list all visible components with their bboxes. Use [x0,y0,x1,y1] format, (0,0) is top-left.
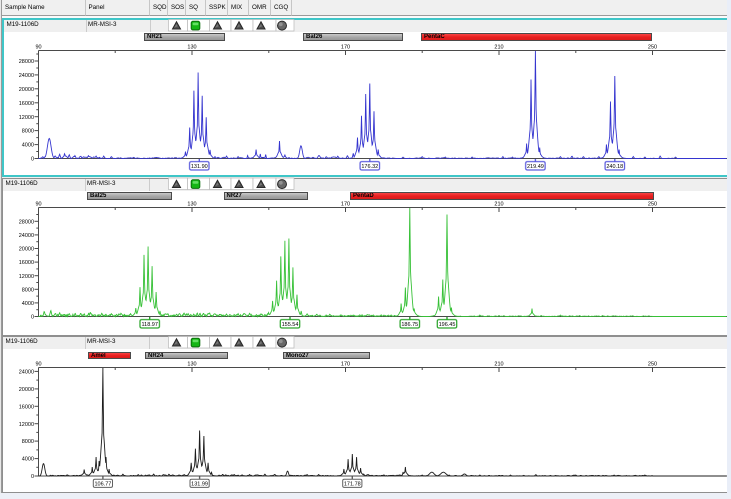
svg-text:186.75: 186.75 [401,322,418,328]
svg-text:12000: 12000 [19,115,34,121]
svg-text:8000: 8000 [22,129,34,135]
svg-text:171.78: 171.78 [344,482,361,488]
svg-text:20000: 20000 [19,387,34,393]
svg-text:8000: 8000 [22,287,34,293]
svg-text:12000: 12000 [19,422,34,428]
svg-text:16000: 16000 [19,101,34,107]
svg-text:130: 130 [187,362,196,368]
svg-text:28000: 28000 [19,219,34,225]
svg-text:90: 90 [35,45,41,51]
svg-text:16000: 16000 [19,404,34,410]
svg-text:210: 210 [494,362,503,368]
svg-text:219.49: 219.49 [527,164,544,170]
svg-text:176.32: 176.32 [361,164,378,170]
svg-text:210: 210 [494,202,503,208]
svg-text:0: 0 [31,315,34,321]
svg-text:130: 130 [187,45,196,51]
svg-text:131.99: 131.99 [191,482,208,488]
svg-text:155.54: 155.54 [282,322,299,328]
svg-text:170: 170 [341,202,350,208]
svg-text:106.77: 106.77 [94,482,111,488]
svg-text:24000: 24000 [19,233,34,239]
svg-text:130: 130 [187,202,196,208]
svg-text:90: 90 [35,362,41,368]
svg-text:20000: 20000 [19,87,34,93]
svg-text:210: 210 [494,45,503,51]
svg-text:131.90: 131.90 [191,164,208,170]
svg-text:24000: 24000 [19,73,34,79]
svg-text:4000: 4000 [22,457,34,463]
svg-text:12000: 12000 [19,274,34,280]
svg-text:250: 250 [648,202,657,208]
svg-text:170: 170 [341,45,350,51]
svg-text:0: 0 [31,157,34,163]
svg-text:196.45: 196.45 [439,322,456,328]
svg-text:90: 90 [35,202,41,208]
svg-text:118.97: 118.97 [141,322,157,328]
svg-text:0: 0 [31,474,34,480]
svg-text:240.18: 240.18 [606,164,623,170]
svg-text:250: 250 [648,362,657,368]
svg-text:24000: 24000 [19,370,34,376]
svg-text:4000: 4000 [22,143,34,149]
svg-text:8000: 8000 [22,439,34,445]
svg-text:250: 250 [648,45,657,51]
svg-text:16000: 16000 [19,260,34,266]
svg-text:20000: 20000 [19,247,34,253]
svg-text:4000: 4000 [22,301,34,307]
svg-text:28000: 28000 [19,59,34,65]
svg-text:170: 170 [341,362,350,368]
